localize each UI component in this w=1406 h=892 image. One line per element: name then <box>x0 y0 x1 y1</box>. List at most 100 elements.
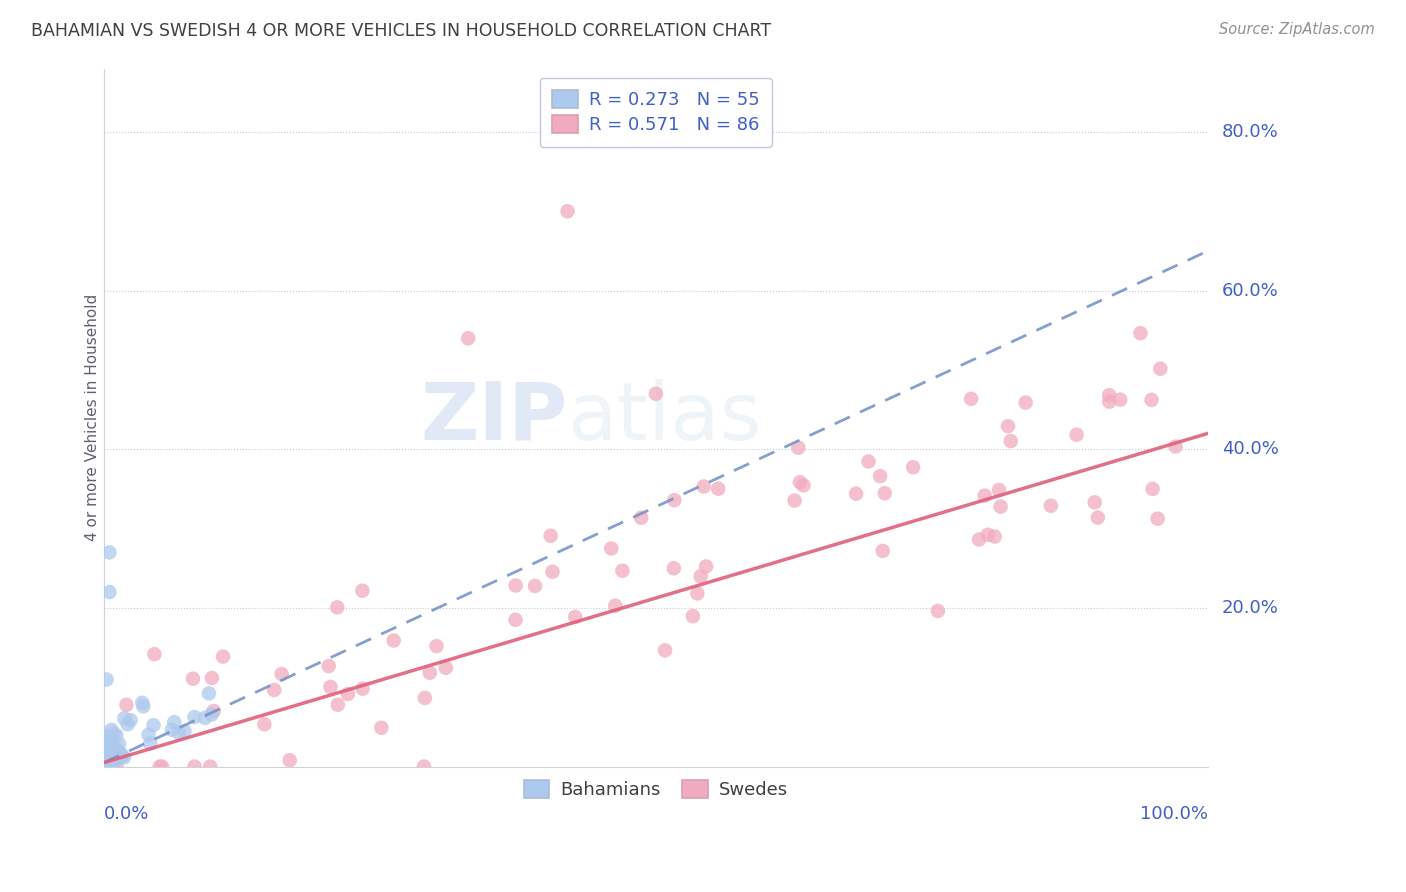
Point <box>352 583 374 598</box>
Point <box>198 686 221 700</box>
Text: ZIP: ZIP <box>420 378 568 457</box>
Point <box>98 585 121 599</box>
Point <box>983 530 1005 544</box>
Point <box>173 724 195 739</box>
Point <box>163 715 186 730</box>
Point <box>689 569 711 583</box>
Point <box>1084 495 1107 509</box>
Point <box>1109 392 1132 407</box>
Point <box>1098 394 1121 409</box>
Text: 60.0%: 60.0% <box>1222 282 1278 300</box>
Point <box>960 392 983 406</box>
Point <box>977 528 1000 542</box>
Point <box>457 331 479 345</box>
Point <box>1140 392 1163 407</box>
Point <box>253 717 276 731</box>
Point <box>105 728 128 742</box>
Point <box>1098 388 1121 402</box>
Point <box>686 586 709 600</box>
Point <box>96 748 118 763</box>
Point <box>115 698 138 712</box>
Point <box>787 441 810 455</box>
Point <box>202 704 225 718</box>
Point <box>419 665 441 680</box>
Point <box>93 752 115 766</box>
Text: 100.0%: 100.0% <box>1140 805 1208 823</box>
Point <box>263 683 285 698</box>
Point <box>505 613 527 627</box>
Point <box>557 204 579 219</box>
Point <box>98 545 121 559</box>
Point <box>105 747 128 761</box>
Point <box>270 667 292 681</box>
Point <box>600 541 623 556</box>
Point <box>183 759 205 773</box>
Point <box>131 696 153 710</box>
Point <box>319 680 342 694</box>
Point <box>94 730 117 744</box>
Point <box>540 529 562 543</box>
Point <box>693 479 716 493</box>
Point <box>382 633 405 648</box>
Point <box>318 659 340 673</box>
Point <box>138 728 160 742</box>
Point <box>654 643 676 657</box>
Text: 40.0%: 40.0% <box>1222 441 1278 458</box>
Text: 80.0%: 80.0% <box>1222 123 1278 141</box>
Point <box>901 460 924 475</box>
Point <box>105 754 128 768</box>
Point <box>132 699 155 714</box>
Point <box>1000 434 1022 448</box>
Point <box>973 489 995 503</box>
Point <box>352 681 374 696</box>
Point <box>101 754 124 768</box>
Point <box>326 698 349 712</box>
Point <box>541 565 564 579</box>
Point <box>434 661 457 675</box>
Point <box>997 419 1019 434</box>
Point <box>707 482 730 496</box>
Point <box>160 723 183 737</box>
Point <box>1164 440 1187 454</box>
Point <box>98 748 121 763</box>
Point <box>96 751 118 765</box>
Point <box>370 721 392 735</box>
Point <box>605 599 627 613</box>
Point <box>100 731 122 746</box>
Point <box>112 750 135 764</box>
Point <box>183 710 205 724</box>
Point <box>201 671 224 685</box>
Point <box>988 483 1011 497</box>
Point <box>93 744 115 758</box>
Point <box>139 737 162 751</box>
Point <box>96 745 118 759</box>
Y-axis label: 4 or more Vehicles in Household: 4 or more Vehicles in Household <box>86 294 100 541</box>
Point <box>97 756 120 770</box>
Point <box>873 486 896 500</box>
Point <box>612 564 634 578</box>
Text: Source: ZipAtlas.com: Source: ZipAtlas.com <box>1219 22 1375 37</box>
Point <box>149 759 172 773</box>
Point <box>792 478 814 492</box>
Point <box>664 493 686 508</box>
Point <box>413 759 436 773</box>
Point <box>198 759 221 773</box>
Point <box>93 753 115 767</box>
Point <box>98 755 121 769</box>
Point <box>93 748 115 763</box>
Point <box>110 746 132 760</box>
Point <box>105 746 128 760</box>
Point <box>143 647 166 661</box>
Point <box>120 713 142 727</box>
Legend: Bahamians, Swedes: Bahamians, Swedes <box>517 773 794 806</box>
Point <box>278 753 301 767</box>
Point <box>96 673 118 687</box>
Point <box>110 747 132 762</box>
Point <box>1015 395 1038 409</box>
Point <box>858 454 880 468</box>
Point <box>97 753 120 767</box>
Point <box>111 749 134 764</box>
Point <box>505 578 527 592</box>
Point <box>105 759 128 773</box>
Point <box>201 707 224 722</box>
